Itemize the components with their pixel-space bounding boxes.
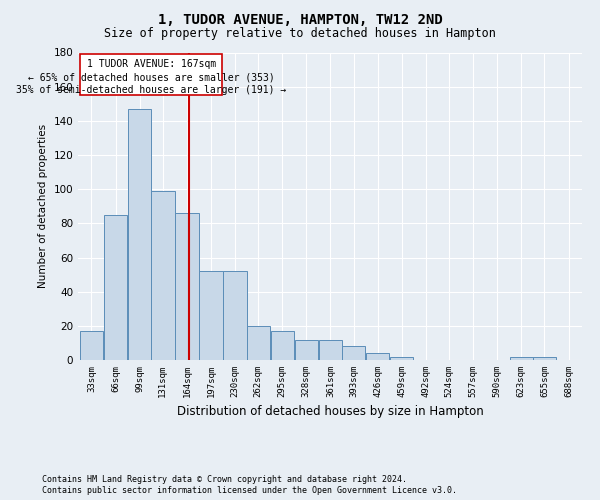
Bar [271,331,294,360]
Text: 1, TUDOR AVENUE, HAMPTON, TW12 2ND: 1, TUDOR AVENUE, HAMPTON, TW12 2ND [158,12,442,26]
Bar [319,340,342,360]
Bar [390,356,413,360]
Bar [533,356,556,360]
Y-axis label: Number of detached properties: Number of detached properties [38,124,48,288]
Text: Contains public sector information licensed under the Open Government Licence v3: Contains public sector information licen… [42,486,457,495]
Bar [366,353,389,360]
Text: Size of property relative to detached houses in Hampton: Size of property relative to detached ho… [104,28,496,40]
Bar [151,191,175,360]
Text: Contains HM Land Registry data © Crown copyright and database right 2024.: Contains HM Land Registry data © Crown c… [42,474,407,484]
X-axis label: Distribution of detached houses by size in Hampton: Distribution of detached houses by size … [176,406,484,418]
Bar [223,271,247,360]
Bar [509,356,533,360]
Bar [175,213,199,360]
Bar [295,340,318,360]
Text: 1 TUDOR AVENUE: 167sqm: 1 TUDOR AVENUE: 167sqm [86,60,216,70]
Bar [247,326,270,360]
Bar [128,109,151,360]
Bar [342,346,365,360]
Bar [80,331,103,360]
Bar [199,271,223,360]
Text: 35% of semi-detached houses are larger (191) →: 35% of semi-detached houses are larger (… [16,85,286,95]
Bar [104,215,127,360]
Text: ← 65% of detached houses are smaller (353): ← 65% of detached houses are smaller (35… [28,72,275,82]
Bar [80,54,222,95]
